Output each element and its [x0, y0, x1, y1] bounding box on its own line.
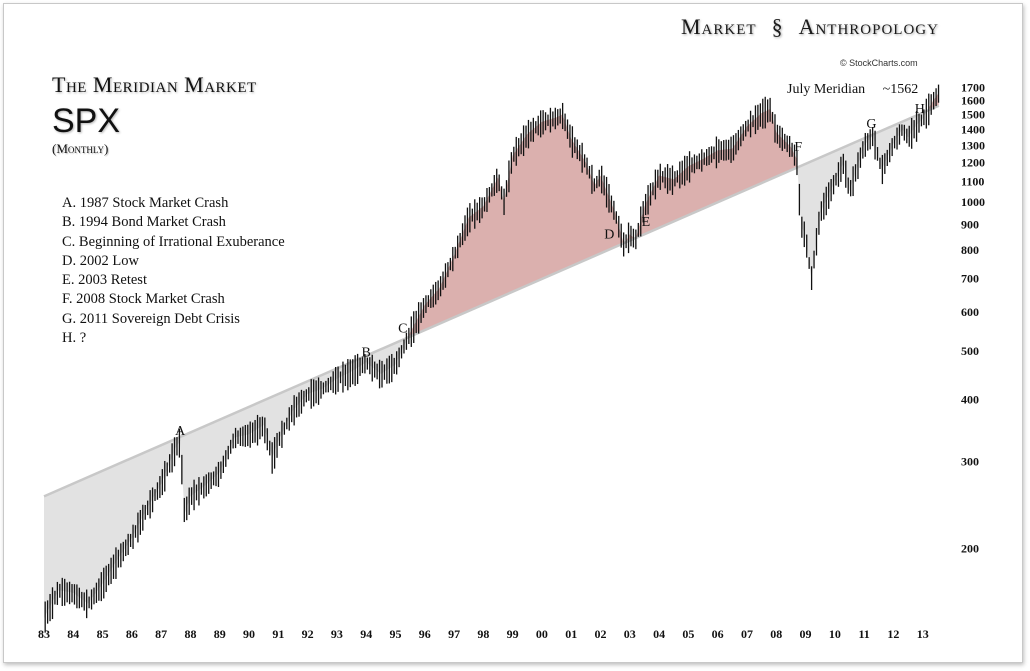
y-tick-label: 1700: [961, 80, 985, 94]
legend-item: D. 2002 Low: [62, 252, 139, 269]
annotation-d: D: [604, 228, 614, 243]
y-tick-label: 400: [961, 392, 979, 406]
annotation-h: H: [915, 102, 925, 117]
legend-item: E. 2003 Retest: [62, 272, 147, 289]
legend-item: A. 1987 Stock Market Crash: [62, 195, 229, 211]
y-tick-label: 1100: [961, 174, 984, 188]
x-tick-label: 99: [507, 627, 519, 641]
brand-logo: Market § Anthropology: [681, 14, 939, 40]
x-tick-label: 05: [682, 627, 694, 641]
x-tick-label: 95: [389, 627, 401, 641]
period-label: (Monthly): [52, 141, 109, 156]
x-tick-label: 93: [331, 627, 343, 641]
meridian-line-layer: [43, 104, 940, 498]
y-tick-label: 600: [961, 305, 979, 319]
x-tick-label: 90: [243, 627, 255, 641]
below-meridian-area: [44, 337, 408, 618]
legend-item: F. 2008 Stock Market Crash: [62, 291, 225, 308]
meridian-note-label: July Meridian: [787, 82, 866, 97]
x-tick-label: 00: [536, 627, 548, 641]
y-tick-label: 1200: [961, 156, 985, 170]
x-tick-label: 98: [477, 627, 489, 641]
event-legend: A. 1987 Stock Market Crash B. 1994 Bond …: [62, 195, 285, 349]
event-annotations: A B C D E F G H: [175, 102, 925, 439]
above-meridian-area: [635, 108, 797, 240]
x-tick-label: 96: [419, 627, 431, 641]
x-tick-label: 08: [770, 627, 782, 641]
y-tick-label: 1000: [961, 195, 985, 209]
y-tick-label: 800: [961, 243, 979, 257]
y-tick-label: 1300: [961, 138, 985, 152]
x-tick-label: 88: [184, 627, 196, 641]
legend-item: B. 1994 Bond Market Crash: [62, 214, 226, 231]
legend-item: G. 2011 Sovereign Debt Crisis: [62, 310, 240, 327]
chart-frame: [3, 3, 1023, 663]
brand-first-word: Market: [681, 14, 757, 39]
x-tick-label: 02: [595, 627, 607, 641]
y-axis: 200 300 400 500 600 700 800 900 1000 1100 1200 1300…: [961, 80, 985, 555]
x-tick-label: 03: [624, 627, 636, 641]
above-meridian-area: [407, 114, 623, 340]
meridian-note-value: ~1562: [882, 82, 919, 97]
title-block: The Meridian Market SPX (Monthly): [52, 72, 257, 157]
x-axis: 83 84 85 86 87 88 89 90 91 92 93 94 95 96 97 98 99 00 01 02…: [38, 627, 929, 641]
x-tick-label: 83: [38, 627, 50, 641]
x-tick-label: 91: [272, 627, 284, 641]
x-tick-label: 10: [829, 627, 841, 641]
page-title: The Meridian Market: [52, 72, 257, 97]
annotation-e: E: [642, 215, 651, 230]
y-tick-label: 500: [961, 344, 979, 358]
chart-credit: © StockCharts.com: [840, 58, 918, 68]
x-tick-label: 86: [126, 627, 138, 641]
meridian-line: [43, 104, 940, 498]
x-tick-label: 84: [67, 627, 79, 641]
y-tick-label: 1500: [961, 107, 985, 121]
y-tick-label: 1400: [961, 122, 985, 136]
brand-second-word: Anthropology: [798, 14, 939, 39]
x-tick-label: 13: [917, 627, 929, 641]
legend-item: H. ?: [62, 330, 87, 347]
x-tick-label: 09: [800, 627, 812, 641]
meridian-note: July Meridian ~1562: [787, 82, 918, 98]
dna-icon: §: [771, 14, 784, 39]
meridian-fill-areas: [44, 92, 939, 618]
x-tick-label: 04: [653, 627, 665, 641]
x-tick-label: 12: [887, 627, 899, 641]
legend-item: C. Beginning of Irrational Exuberance: [62, 233, 285, 250]
y-tick-label: 700: [961, 272, 979, 286]
x-tick-label: 11: [858, 627, 869, 641]
y-tick-label: 200: [961, 542, 979, 556]
x-tick-label: 85: [97, 627, 109, 641]
annotation-c: C: [398, 322, 407, 337]
symbol-label: SPX: [52, 102, 121, 140]
x-tick-label: 01: [565, 627, 577, 641]
x-tick-label: 94: [360, 627, 372, 641]
x-tick-label: 97: [448, 627, 460, 641]
x-tick-label: 07: [741, 627, 753, 641]
x-tick-label: 06: [712, 627, 724, 641]
annotation-g: G: [866, 117, 876, 132]
x-tick-label: 87: [155, 627, 167, 641]
y-tick-label: 300: [961, 454, 979, 468]
annotation-b: B: [362, 345, 371, 360]
annotation-a: A: [175, 424, 186, 439]
x-tick-label: 89: [214, 627, 226, 641]
price-bars: [44, 84, 940, 633]
x-tick-label: 92: [302, 627, 314, 641]
annotation-f: F: [794, 140, 802, 155]
y-tick-label: 1600: [961, 94, 985, 108]
y-tick-label: 900: [961, 218, 979, 232]
